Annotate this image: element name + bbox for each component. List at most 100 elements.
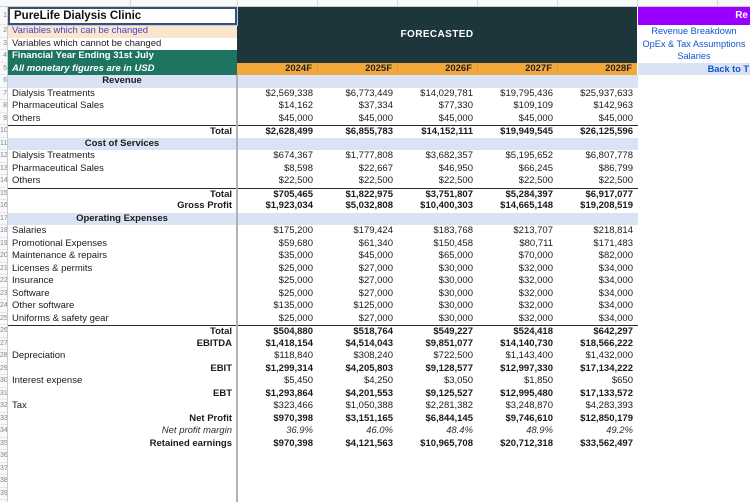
sheet-title-cell[interactable]: PureLife Dialysis Clinic	[8, 7, 237, 25]
row-number[interactable]: 30	[0, 375, 7, 388]
row-number[interactable]: 29	[0, 363, 7, 375]
fiscal-year-cell[interactable]: Financial Year Ending 31st July	[8, 50, 237, 63]
value-cell[interactable]: $9,128,577	[425, 362, 473, 374]
row-number[interactable]: 23	[0, 288, 7, 300]
value-cell[interactable]: $524,418	[513, 326, 553, 337]
value-cell[interactable]: $32,000	[518, 300, 553, 311]
currency-note-cell[interactable]: All monetary figures are in USD	[8, 62, 237, 75]
value-cell[interactable]	[558, 213, 638, 226]
row-number[interactable]: 39	[0, 488, 7, 500]
value-cell[interactable]: $10,400,303	[420, 200, 473, 211]
value-cell[interactable]: $970,398	[273, 412, 313, 424]
value-cell[interactable]: $1,293,864	[265, 387, 313, 399]
value-cell[interactable]: $504,880	[273, 326, 313, 337]
row-label-cell[interactable]: Software	[12, 287, 50, 299]
value-cell[interactable]: $213,707	[513, 225, 553, 236]
value-cell[interactable]: $3,050	[443, 375, 473, 386]
value-cell[interactable]: $30,000	[438, 275, 473, 286]
value-cell[interactable]	[478, 138, 558, 151]
note-variables-changeable[interactable]: Variables which can be changed	[8, 25, 237, 38]
value-cell[interactable]: $1,299,314	[265, 362, 313, 374]
nav-link[interactable]: Revenue Breakdown	[651, 26, 737, 36]
row-number[interactable]: 20	[0, 250, 7, 263]
value-cell[interactable]: $27,000	[358, 312, 393, 324]
row-number[interactable]: 6	[0, 75, 7, 88]
value-cell[interactable]: $65,000	[438, 250, 473, 261]
value-cell[interactable]	[238, 75, 318, 88]
value-cell[interactable]	[238, 138, 318, 151]
value-cell[interactable]: $1,432,000	[585, 350, 633, 361]
value-cell[interactable]: 36.9%	[286, 425, 313, 436]
row-number[interactable]: 27	[0, 338, 7, 350]
value-cell[interactable]: $6,855,783	[345, 126, 393, 137]
row-label-cell[interactable]: Net profit margin	[161, 425, 232, 436]
row-number[interactable]: 9	[0, 113, 7, 125]
row-number[interactable]: 15	[0, 188, 7, 200]
value-cell[interactable]: $32,000	[518, 312, 553, 324]
row-number[interactable]: 12	[0, 150, 7, 163]
value-cell[interactable]: $25,000	[278, 262, 313, 274]
row-label-cell[interactable]: Promotional Expenses	[12, 237, 108, 249]
row-number[interactable]: 16	[0, 200, 7, 213]
value-cell[interactable]: $109,109	[513, 100, 553, 111]
row-label-cell[interactable]: Retained earnings	[149, 437, 232, 449]
value-cell[interactable]: $25,937,633	[580, 87, 633, 99]
row-label-cell[interactable]: Pharmaceutical Sales	[12, 100, 104, 111]
row-label-cell[interactable]: Total	[210, 126, 232, 137]
row-label-cell[interactable]: Revenue	[8, 75, 236, 88]
value-cell[interactable]: $8,598	[283, 162, 313, 174]
value-cell[interactable]: $2,569,338	[265, 87, 313, 99]
value-cell[interactable]: $674,367	[273, 150, 313, 161]
value-cell[interactable]: $4,121,563	[345, 437, 393, 449]
row-number[interactable]: 38	[0, 475, 7, 488]
value-cell[interactable]: $1,850	[523, 375, 553, 386]
row-number[interactable]: 34	[0, 425, 7, 438]
value-cell[interactable]: 49.2%	[606, 425, 633, 436]
row-number[interactable]: 10	[0, 125, 7, 138]
value-cell[interactable]: $80,711	[519, 237, 553, 249]
value-cell[interactable]: $30,000	[438, 312, 473, 324]
value-cell[interactable]	[318, 213, 398, 226]
value-cell[interactable]: $518,764	[353, 326, 393, 337]
row-number[interactable]: 2	[0, 25, 7, 38]
row-label-cell[interactable]: Others	[12, 112, 41, 124]
value-cell[interactable]	[318, 75, 398, 88]
value-cell[interactable]: $30,000	[438, 287, 473, 299]
value-cell[interactable]: $22,667	[358, 162, 393, 174]
row-label-cell[interactable]: Operating Expenses	[8, 212, 236, 225]
row-number[interactable]: 26	[0, 325, 7, 338]
value-cell[interactable]: $183,768	[433, 225, 473, 236]
row-number[interactable]: 1	[0, 7, 7, 25]
row-number[interactable]: 18	[0, 225, 7, 238]
year-cell[interactable]: 2028F	[557, 62, 637, 75]
value-cell[interactable]: $25,000	[278, 312, 313, 324]
value-cell[interactable]: $45,000	[438, 112, 473, 124]
value-cell[interactable]: $32,000	[518, 262, 553, 274]
value-cell[interactable]: $2,628,499	[265, 126, 313, 137]
row-label-cell[interactable]: Tax	[12, 400, 27, 411]
value-cell[interactable]: $32,000	[518, 287, 553, 299]
value-cell[interactable]: $45,000	[518, 112, 553, 124]
value-cell[interactable]: $4,514,043	[345, 337, 393, 349]
value-cell[interactable]: $17,133,572	[580, 387, 633, 399]
value-cell[interactable]: $722,500	[433, 350, 473, 361]
value-cell[interactable]: $27,000	[358, 262, 393, 274]
value-cell[interactable]: $17,134,222	[580, 362, 633, 374]
value-cell[interactable]: $22,500	[598, 175, 633, 186]
row-number[interactable]: 24	[0, 300, 7, 313]
value-cell[interactable]: $12,995,480	[500, 387, 553, 399]
row-label-cell[interactable]: Gross Profit	[177, 200, 232, 211]
row-number[interactable]: 37	[0, 463, 7, 475]
value-cell[interactable]: $9,851,077	[425, 337, 473, 349]
row-label-cell[interactable]: Net Profit	[189, 412, 232, 424]
value-cell[interactable]	[318, 138, 398, 151]
value-cell[interactable]: $142,963	[593, 100, 633, 111]
value-cell[interactable]: $61,340	[358, 237, 393, 249]
nav-link[interactable]: OpEx & Tax Assumptions	[642, 38, 746, 49]
row-label-cell[interactable]: EBT	[213, 387, 232, 399]
value-cell[interactable]: $1,050,388	[345, 400, 393, 411]
forecasted-banner[interactable]: FORECASTED	[237, 7, 637, 63]
value-cell[interactable]: $705,465	[273, 188, 313, 200]
row-label-cell[interactable]: Interest expense	[12, 375, 83, 386]
value-cell[interactable]: $12,850,179	[580, 412, 633, 424]
